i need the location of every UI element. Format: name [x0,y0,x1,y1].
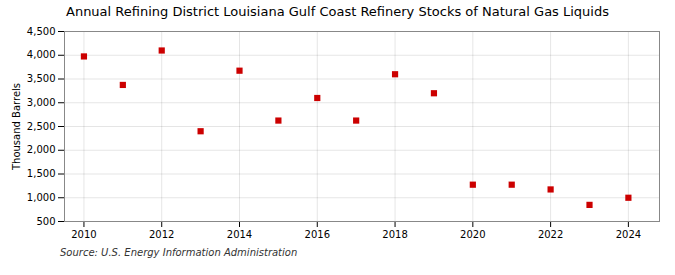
svg-text:2,500: 2,500 [27,121,56,132]
svg-text:4,500: 4,500 [27,26,56,37]
svg-text:2022: 2022 [538,229,563,240]
svg-text:1,000: 1,000 [27,192,56,203]
svg-text:Thousand Barrels: Thousand Barrels [11,83,22,171]
svg-text:2024: 2024 [616,229,641,240]
svg-text:2010: 2010 [71,229,96,240]
svg-text:2,000: 2,000 [27,144,56,155]
svg-text:4,000: 4,000 [27,49,56,60]
html-text:Annual Refining District Louis: Annual Refining District Louisiana Gulf … [66,4,609,19]
html-text:Source: U.S. Energy Informatio: Source: U.S. Energy Information Administ… [60,247,298,258]
svg-text:2016: 2016 [305,229,330,240]
svg-text:2012: 2012 [149,229,174,240]
svg-text:2020: 2020 [460,229,485,240]
svg-text:1,500: 1,500 [27,168,56,179]
svg-text:3,000: 3,000 [27,97,56,108]
svg-text:500: 500 [36,216,55,227]
svg-text:2018: 2018 [382,229,407,240]
svg-text:2014: 2014 [227,229,252,240]
svg-text:3,500: 3,500 [27,73,56,84]
